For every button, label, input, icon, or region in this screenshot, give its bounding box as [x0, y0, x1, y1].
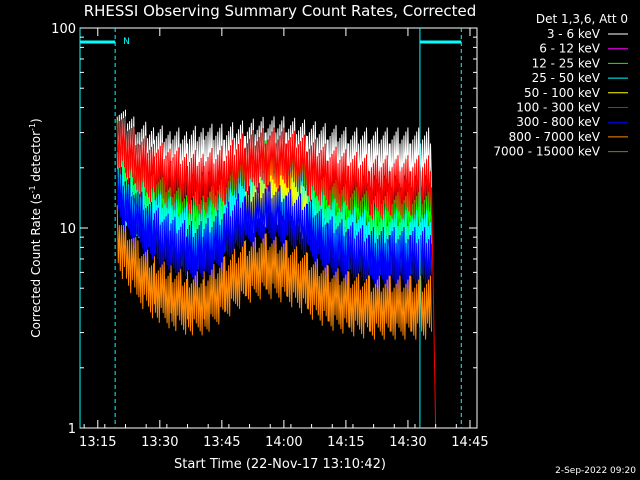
series-line [116, 116, 437, 429]
y-tick-label: 1 [68, 422, 76, 437]
legend-label: 6 - 12 keV [539, 42, 601, 56]
y-axis-label-sup2: -1 [28, 123, 37, 131]
legend-label: 25 - 50 keV [532, 71, 601, 85]
y-axis-label-end: ) [29, 118, 43, 123]
x-axis-label: Start Time (22-Nov-17 13:10:42) [174, 457, 386, 472]
legend-label: 100 - 300 keV [516, 101, 600, 115]
legend-label: 300 - 800 keV [516, 115, 600, 129]
x-tick-label: 13:30 [141, 435, 178, 450]
series-7 [116, 205, 432, 340]
x-tick-label: 14:00 [265, 435, 302, 450]
y-axis-label-sup1: -1 [28, 185, 37, 193]
series-5 [116, 116, 437, 429]
x-tick-label: 14:30 [389, 435, 426, 450]
legend-label: 800 - 7000 keV [509, 130, 601, 144]
x-tick-label: 14:15 [327, 435, 364, 450]
y-axis-label-mid: detector [29, 131, 43, 186]
axes-layer: 1 10 100 13:15 13:30 13:45 14:00 14:15 14:30 14:4… [51, 22, 489, 450]
y-axis-label: Corrected Count Rate (s-1 detector-1) [28, 118, 43, 337]
x-tick-label: 14:45 [451, 435, 488, 450]
legend-header: Det 1,3,6, Att 0 [536, 12, 628, 26]
legend-label: 3 - 6 keV [547, 27, 601, 41]
chart-title: RHESSI Observing Summary Count Rates, Co… [84, 2, 477, 20]
y-tick-label: 100 [51, 22, 76, 37]
y-axis-label-main: Corrected Count Rate (s [29, 193, 43, 337]
series-line [116, 205, 432, 340]
series-6 [116, 166, 432, 292]
timestamp: 2-Sep-2022 09:20 [555, 466, 636, 476]
series-line [116, 166, 432, 292]
x-tick-label: 13:15 [79, 435, 116, 450]
markers-layer: N [79, 28, 462, 428]
series-layer [116, 109, 437, 429]
legend-label: 7000 - 15000 keV [493, 145, 600, 159]
legend-label: 12 - 25 keV [532, 56, 601, 70]
legend-label: 50 - 100 keV [524, 86, 601, 100]
flag-label: N [123, 37, 130, 47]
x-tick-label: 13:45 [203, 435, 240, 450]
y-tick-label: 10 [59, 222, 76, 237]
